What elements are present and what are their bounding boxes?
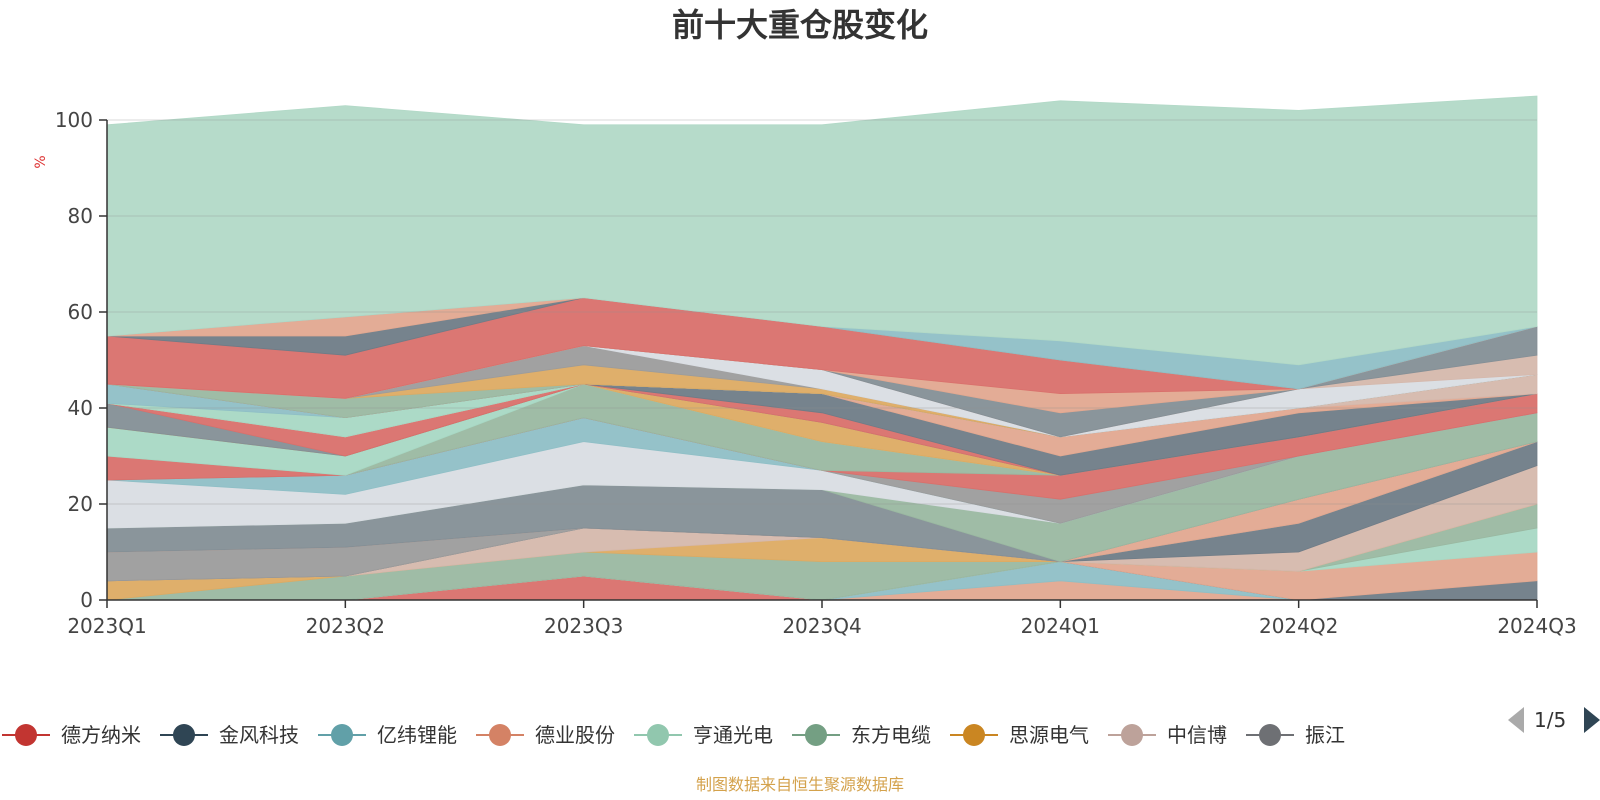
legend-label: 振江 bbox=[1305, 723, 1345, 747]
legend-marker bbox=[1121, 724, 1143, 746]
legend-item[interactable]: 东方电缆 bbox=[792, 723, 931, 747]
x-tick-label-5: 2024Q2 bbox=[1259, 614, 1338, 638]
x-tick-label-6: 2024Q3 bbox=[1497, 614, 1576, 638]
x-tick-label-4: 2024Q1 bbox=[1021, 614, 1100, 638]
legend-label: 思源电气 bbox=[1009, 723, 1089, 747]
legend-marker bbox=[489, 724, 511, 746]
legend-item[interactable]: 德方纳米 bbox=[2, 723, 141, 747]
area-layer bbox=[106, 95, 1538, 601]
legend-item[interactable]: 思源电气 bbox=[950, 723, 1089, 747]
legend-label: 东方电缆 bbox=[851, 723, 931, 747]
legend-label: 亿纬锂能 bbox=[377, 723, 457, 747]
legend-item[interactable]: 德业股份 bbox=[476, 723, 615, 747]
x-tick-label-1: 2023Q2 bbox=[306, 614, 385, 638]
legend-pager: 1/5 bbox=[1508, 707, 1600, 733]
x-tick-label-2: 2023Q3 bbox=[544, 614, 623, 638]
legend-marker bbox=[1259, 724, 1281, 746]
legend-marker bbox=[15, 724, 37, 746]
y-tick-label-2: 40 bbox=[68, 396, 93, 420]
legend-marker bbox=[963, 724, 985, 746]
y-tick-label-5: 100 bbox=[55, 108, 93, 132]
legend-marker bbox=[805, 724, 827, 746]
x-tick-label-3: 2023Q4 bbox=[782, 614, 861, 638]
chart-title: 前十大重仓股变化 bbox=[672, 6, 928, 44]
legend-marker bbox=[173, 724, 195, 746]
legend-marker bbox=[647, 724, 669, 746]
legend: 德方纳米 金风科技 亿纬锂能 德业股份 亨通光电 东方电缆 思源电气 中信博 振江 bbox=[2, 723, 1345, 747]
area-series-40 bbox=[106, 95, 1538, 366]
legend-label: 德方纳米 bbox=[61, 723, 141, 747]
legend-items: 德方纳米 金风科技 亿纬锂能 德业股份 亨通光电 东方电缆 思源电气 中信博 振江 bbox=[2, 723, 1345, 747]
legend-item[interactable]: 振江 bbox=[1246, 723, 1345, 747]
x-tick-label-0: 2023Q1 bbox=[67, 614, 146, 638]
pager-next-icon[interactable] bbox=[1584, 707, 1600, 733]
legend-item[interactable]: 金风科技 bbox=[160, 723, 299, 747]
legend-item[interactable]: 中信博 bbox=[1108, 723, 1227, 747]
y-tick-label-1: 20 bbox=[68, 492, 93, 516]
legend-label: 中信博 bbox=[1167, 723, 1227, 747]
legend-marker bbox=[331, 724, 353, 746]
legend-label: 德业股份 bbox=[535, 723, 615, 747]
legend-item[interactable]: 亿纬锂能 bbox=[318, 723, 457, 747]
y-tick-label-0: 0 bbox=[80, 588, 93, 612]
pager-prev-icon[interactable] bbox=[1508, 707, 1524, 733]
y-tick-label-3: 60 bbox=[68, 300, 93, 324]
pager-label: 1/5 bbox=[1534, 708, 1566, 732]
axis-layer: 0 20 40 60 80 100 2023Q1 2023Q2 2023Q3 2023Q4 2024… bbox=[55, 108, 1577, 638]
y-tick-label-4: 80 bbox=[68, 204, 93, 228]
legend-label: 亨通光电 bbox=[693, 723, 773, 747]
legend-label: 金风科技 bbox=[219, 723, 299, 747]
legend-item[interactable]: 亨通光电 bbox=[634, 723, 773, 747]
source-note: 制图数据来自恒生聚源数据库 bbox=[696, 775, 904, 794]
y-axis-unit: % bbox=[33, 155, 49, 168]
